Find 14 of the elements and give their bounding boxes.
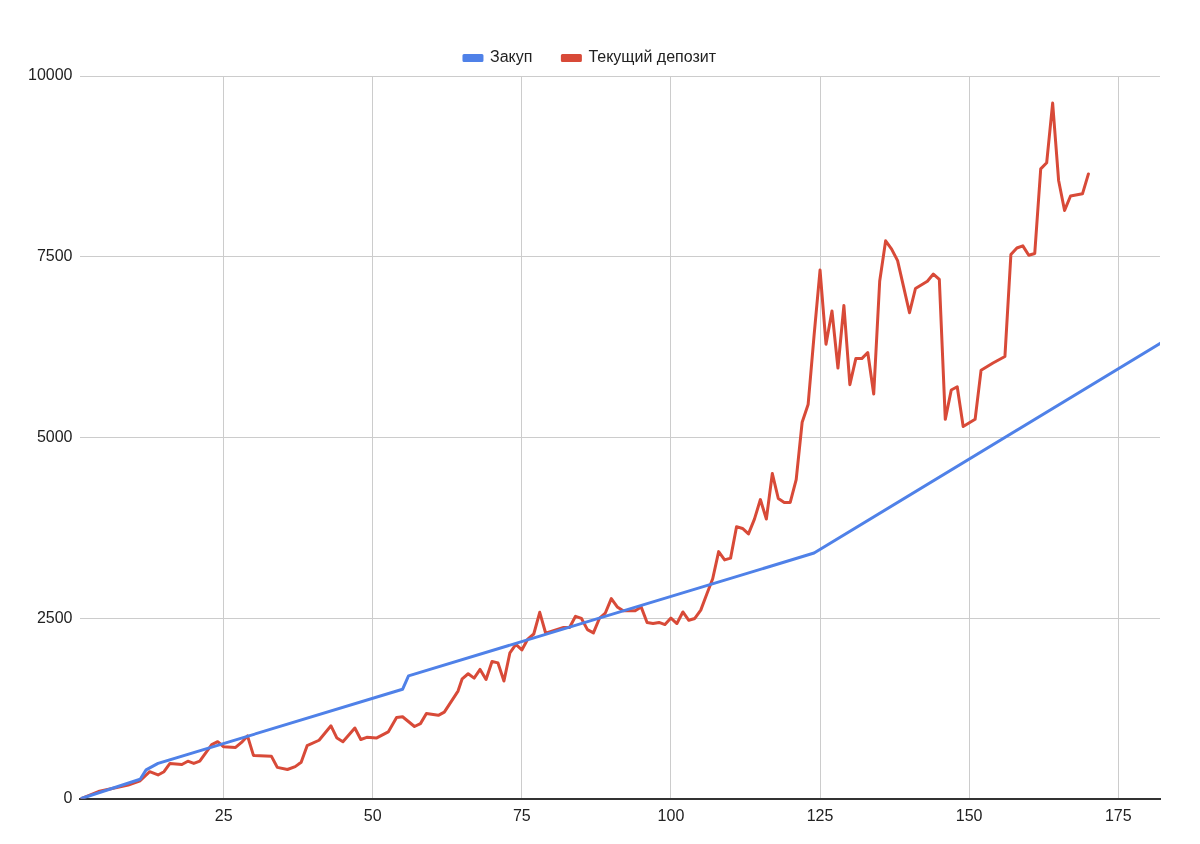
x-tick-label: 100 xyxy=(657,806,685,824)
y-tick-label: 7500 xyxy=(36,247,73,265)
x-tick-label: 150 xyxy=(955,806,983,824)
x-tick-label: 175 xyxy=(1104,806,1132,824)
x-tick-label: 25 xyxy=(214,806,233,824)
x-tick-label: 75 xyxy=(512,806,531,824)
y-tick-label: 5000 xyxy=(36,427,73,445)
legend-label: Текущий депозит xyxy=(588,48,717,66)
x-tick-label: 125 xyxy=(806,806,834,824)
legend-label: Закуп xyxy=(489,48,533,66)
y-tick-label: 0 xyxy=(63,789,73,807)
y-tick-label: 10000 xyxy=(27,66,73,84)
y-tick-label: 2500 xyxy=(36,608,73,626)
x-tick-label: 50 xyxy=(363,806,382,824)
